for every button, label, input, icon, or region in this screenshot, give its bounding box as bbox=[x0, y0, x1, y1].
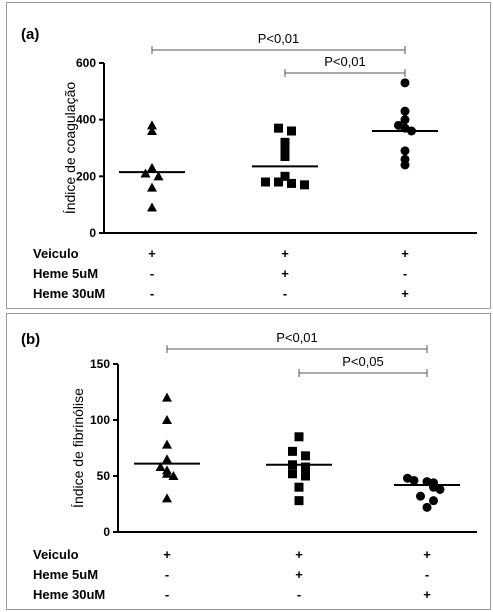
data-point bbox=[147, 202, 157, 212]
condition-mark: + bbox=[281, 266, 289, 281]
data-point bbox=[422, 502, 432, 512]
significance-label: P<0,01 bbox=[324, 54, 366, 69]
data-point bbox=[280, 137, 290, 147]
data-point bbox=[280, 171, 290, 181]
data-point bbox=[280, 143, 290, 153]
data-point bbox=[155, 462, 166, 472]
y-axis-label: Índice de coagulação bbox=[62, 82, 78, 215]
data-point bbox=[162, 415, 172, 424]
data-point bbox=[261, 177, 270, 187]
y-tick-label: 200 bbox=[76, 169, 96, 183]
condition-mark: - bbox=[150, 286, 154, 301]
data-point bbox=[147, 120, 157, 130]
data-point bbox=[153, 171, 164, 181]
data-point bbox=[301, 462, 310, 472]
data-point bbox=[162, 439, 172, 449]
condition-mark: - bbox=[297, 587, 301, 602]
chart-a: (a) 0 200 400 600 Índice de coagulação P<0,01 P… bbox=[21, 26, 477, 301]
data-point bbox=[294, 482, 304, 492]
y-tick-label: 0 bbox=[89, 226, 96, 240]
data-point bbox=[301, 471, 310, 481]
data-point bbox=[400, 78, 410, 88]
data-point bbox=[162, 454, 172, 464]
condition-mark: + bbox=[423, 587, 431, 602]
data-point bbox=[162, 493, 172, 503]
data-point bbox=[300, 180, 309, 190]
data-point bbox=[147, 126, 157, 135]
data-point bbox=[294, 432, 304, 442]
y-tick-label: 50 bbox=[97, 469, 111, 483]
y-tick-label: 150 bbox=[90, 357, 110, 371]
condition-mark: + bbox=[148, 246, 156, 261]
data-point bbox=[400, 146, 410, 156]
panel-a: (a) 0 200 400 600 Índice de coagulação P<0,01 P… bbox=[6, 2, 491, 309]
y-axis-label: Índice de fibrinólise bbox=[70, 388, 86, 508]
condition-mark: - bbox=[150, 266, 154, 281]
panel-label: (a) bbox=[21, 26, 39, 43]
y-tick-label: 400 bbox=[76, 113, 96, 127]
condition-label: Heme 30uM bbox=[33, 587, 105, 602]
data-point bbox=[288, 446, 297, 456]
data-point bbox=[294, 496, 304, 506]
y-tick-label: 100 bbox=[90, 413, 110, 427]
data-point bbox=[287, 126, 296, 136]
condition-mark: + bbox=[295, 547, 303, 562]
data-point bbox=[147, 182, 157, 192]
condition-mark: + bbox=[281, 246, 289, 261]
data-point bbox=[168, 471, 179, 480]
panel-label: (b) bbox=[21, 331, 40, 348]
data-point bbox=[147, 162, 157, 172]
condition-mark: - bbox=[165, 587, 169, 602]
data-point bbox=[274, 123, 283, 133]
data-point bbox=[162, 468, 172, 478]
significance-label: P<0,01 bbox=[276, 330, 318, 345]
condition-label: Heme 30uM bbox=[33, 286, 105, 301]
data-point bbox=[288, 469, 297, 479]
data-point bbox=[162, 392, 172, 402]
panel-b: (b) 0 50 100 150 Índice de fibrinólise P<0,01 P… bbox=[6, 313, 491, 610]
condition-label: Heme 5uM bbox=[33, 266, 98, 281]
y-tick-label: 0 bbox=[103, 525, 110, 539]
data-point bbox=[429, 496, 438, 506]
condition-mark: + bbox=[163, 547, 171, 562]
data-point bbox=[301, 451, 310, 461]
condition-mark: + bbox=[423, 547, 431, 562]
condition-mark: + bbox=[295, 567, 303, 582]
condition-mark: - bbox=[403, 266, 407, 281]
condition-label: Veiculo bbox=[33, 547, 79, 562]
chart-b: (b) 0 50 100 150 Índice de fibrinólise P<0,01 P… bbox=[21, 330, 477, 602]
condition-label: Heme 5uM bbox=[33, 567, 98, 582]
data-point bbox=[280, 152, 290, 161]
data-point bbox=[409, 475, 419, 485]
data-point bbox=[400, 106, 410, 116]
condition-mark: - bbox=[283, 286, 287, 301]
condition-label: Veiculo bbox=[33, 246, 79, 261]
condition-mark: + bbox=[401, 246, 409, 261]
condition-mark: - bbox=[165, 567, 169, 582]
data-point bbox=[274, 177, 283, 187]
significance-label: P<0,05 bbox=[342, 354, 384, 369]
condition-mark: - bbox=[425, 567, 429, 582]
y-tick-label: 600 bbox=[76, 56, 96, 70]
condition-mark: + bbox=[401, 286, 409, 301]
data-point bbox=[416, 491, 425, 501]
data-point bbox=[400, 115, 410, 125]
data-point bbox=[400, 160, 410, 170]
data-point bbox=[287, 178, 296, 188]
significance-label: P<0,01 bbox=[258, 31, 300, 46]
data-point bbox=[435, 484, 445, 494]
